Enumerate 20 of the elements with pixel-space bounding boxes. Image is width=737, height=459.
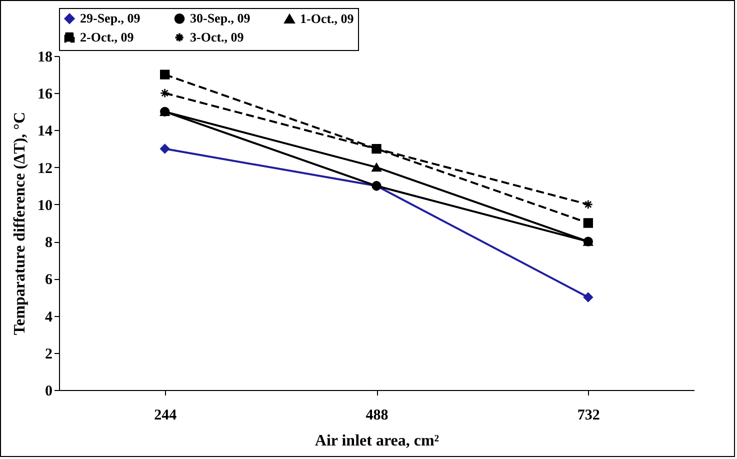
legend-label: 30-Sep., 09: [190, 10, 251, 26]
y-tick-label: 12: [38, 160, 52, 177]
legend-label: 2-Oct., 09: [80, 30, 134, 44]
y-tick-label: 10: [38, 198, 52, 214]
x-axis-title: Air inlet area, cm²: [314, 432, 440, 450]
y-tick-label: 2: [45, 346, 52, 362]
y-tick-label: 0: [45, 384, 52, 400]
y-tick-label: 14: [38, 124, 53, 140]
y-tick-label: 8: [45, 235, 52, 252]
y-tick-label: 18: [38, 50, 52, 66]
y-tick-label: 16: [38, 86, 53, 103]
y-tick-label: 4: [45, 309, 53, 326]
legend-label: 1-Oct., 09: [300, 10, 354, 26]
legend-label: 29-Sep., 09: [80, 10, 141, 26]
x-tick-label: 732: [577, 408, 600, 424]
x-tick-label: 488: [366, 408, 388, 424]
x-tick-label: 244: [154, 408, 178, 424]
legend-label: 3-Oct., 09: [190, 30, 244, 44]
y-tick-label: 6: [45, 272, 53, 288]
y-axis-title: Temparature difference (ΔT), °C: [12, 112, 28, 336]
